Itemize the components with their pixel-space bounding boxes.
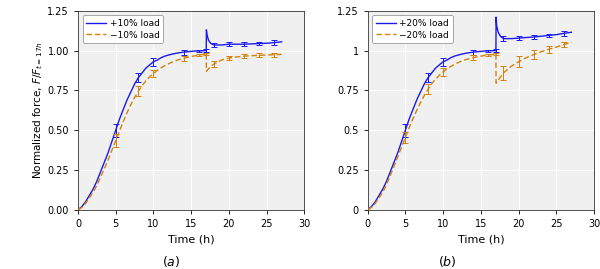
Text: $\mathit{(a)}$: $\mathit{(a)}$ bbox=[162, 254, 180, 269]
Legend: +10% load, −10% load: +10% load, −10% load bbox=[83, 15, 163, 43]
X-axis label: Time (h): Time (h) bbox=[168, 234, 214, 245]
Y-axis label: Normalized force, $F/F_{t=17h}$: Normalized force, $F/F_{t=17h}$ bbox=[31, 41, 44, 179]
X-axis label: Time (h): Time (h) bbox=[458, 234, 504, 245]
Text: $\mathit{(b)}$: $\mathit{(b)}$ bbox=[437, 254, 457, 269]
Legend: +20% load, −20% load: +20% load, −20% load bbox=[372, 15, 452, 43]
